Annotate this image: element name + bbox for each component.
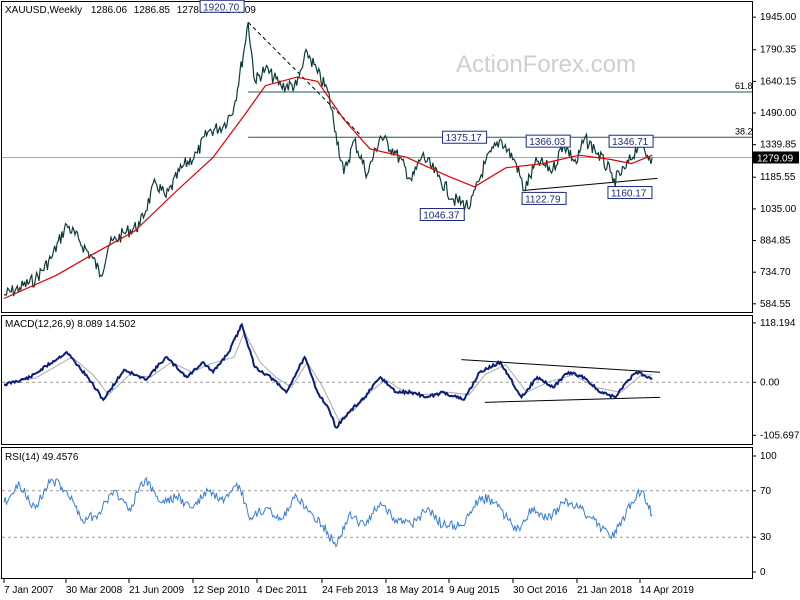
annotation-label: 1122.79 [525,194,561,205]
price-tick-label: 1490.00 [760,108,797,119]
price-tick-label: 1640.15 [760,76,797,87]
timeframe-label: Weekly [49,5,82,16]
macd-axis: 118.194 0.00 -105.697 [752,318,800,441]
price-tick-label: 1339.85 [760,140,797,151]
annotation-box [525,134,571,148]
price-tick-label: 884.85 [760,236,791,247]
fib-level-label: 61.8 [735,81,753,91]
moving-average-line [3,76,653,300]
x-axis: 7 Jan 2007 30 Mar 2008 21 Jun 2009 12 Sep 2… [3,579,694,596]
macd-trendline [461,359,661,373]
x-tick-label: 21 Jun 2009 [129,585,184,596]
macd-trendline [484,396,661,403]
ohlc-open: 1286.06 [91,5,128,16]
price-tick-label: 734.70 [760,267,791,278]
rsi-line [3,476,653,548]
annotation-label: 1375.17 [446,133,483,144]
macd-layer [2,322,752,429]
annotation-label: 1160.17 [611,189,647,200]
annotation-box [521,191,567,205]
rsi-tick-label: 70 [760,486,772,497]
rsi-panel-frame [1,447,753,579]
x-tick-label: 7 Jan 2007 [4,585,54,596]
macd-tick-label: -105.697 [760,430,800,441]
price-trendline [524,177,658,191]
price-tick-label: 1945.00 [760,12,797,23]
annotation-box [199,0,245,13]
price-tick-label: 584.55 [760,299,791,310]
x-tick-label: 21 Jan 2018 [577,585,632,596]
price-panel-frame [1,1,753,313]
x-tick-label: 12 Sep 2010 [193,585,250,596]
x-tick-label: 24 Feb 2013 [322,585,379,596]
annotation-box [607,186,653,200]
rsi-tick-label: 0 [760,567,766,578]
symbol-label: XAUUSD [5,5,47,16]
macd-tick-label: 0.00 [760,377,780,388]
ohlc-high: 1286.85 [134,5,171,16]
price-tick-label: 1790.35 [760,45,797,56]
rsi-title: RSI(14) 49.4576 [5,452,79,463]
x-tick-label: 30 Mar 2008 [66,585,123,596]
price-lines [3,22,653,300]
price-levels: 61.8 38.2 [2,81,753,158]
macd-signal-line [3,330,653,421]
ohlc-low: 1278.04 [177,5,214,16]
macd-tick-label: 118.194 [760,318,796,329]
x-tick-label: 14 Apr 2019 [640,585,694,596]
rsi-tick-label: 30 [760,532,772,543]
rsi-tick-label: 100 [760,451,777,462]
annotation-box [442,130,488,144]
annotation-label: 1920.70 [203,2,240,13]
fib-level-label: 38.2 [735,126,753,136]
last-price-box [753,151,799,164]
annotation-label: 1366.03 [529,137,566,148]
annotation-label: 1046.37 [423,211,460,222]
price-tick-label: 1035.00 [760,204,797,215]
watermark-text: ActionForex.com [456,51,636,78]
x-tick-label: 9 Aug 2015 [449,585,500,596]
annotation-box [608,134,654,148]
macd-title: MACD(12,26,9) 8.089 14.502 [5,319,136,330]
price-annotations: 1920.70 1375.17 1366.03 1346.71 1122.79 1160.… [199,0,654,222]
x-tick-label: 18 May 2014 [386,585,444,596]
last-price-label: 1279.09 [757,153,794,164]
annotation-label: 1346.71 [612,137,649,148]
price-axis: 1945.00 1790.35 1640.15 1490.00 1339.85 1185.… [752,12,799,310]
rsi-layer [2,476,752,548]
macd-line [3,322,653,429]
x-tick-label: 4 Dec 2011 [257,585,308,596]
price-tick-label: 1185.55 [760,172,796,183]
x-tick-label: 30 Oct 2016 [513,585,568,596]
annotation-box [419,208,465,222]
price-series-line [3,22,653,297]
rsi-axis: 100 70 30 0 [752,451,777,578]
